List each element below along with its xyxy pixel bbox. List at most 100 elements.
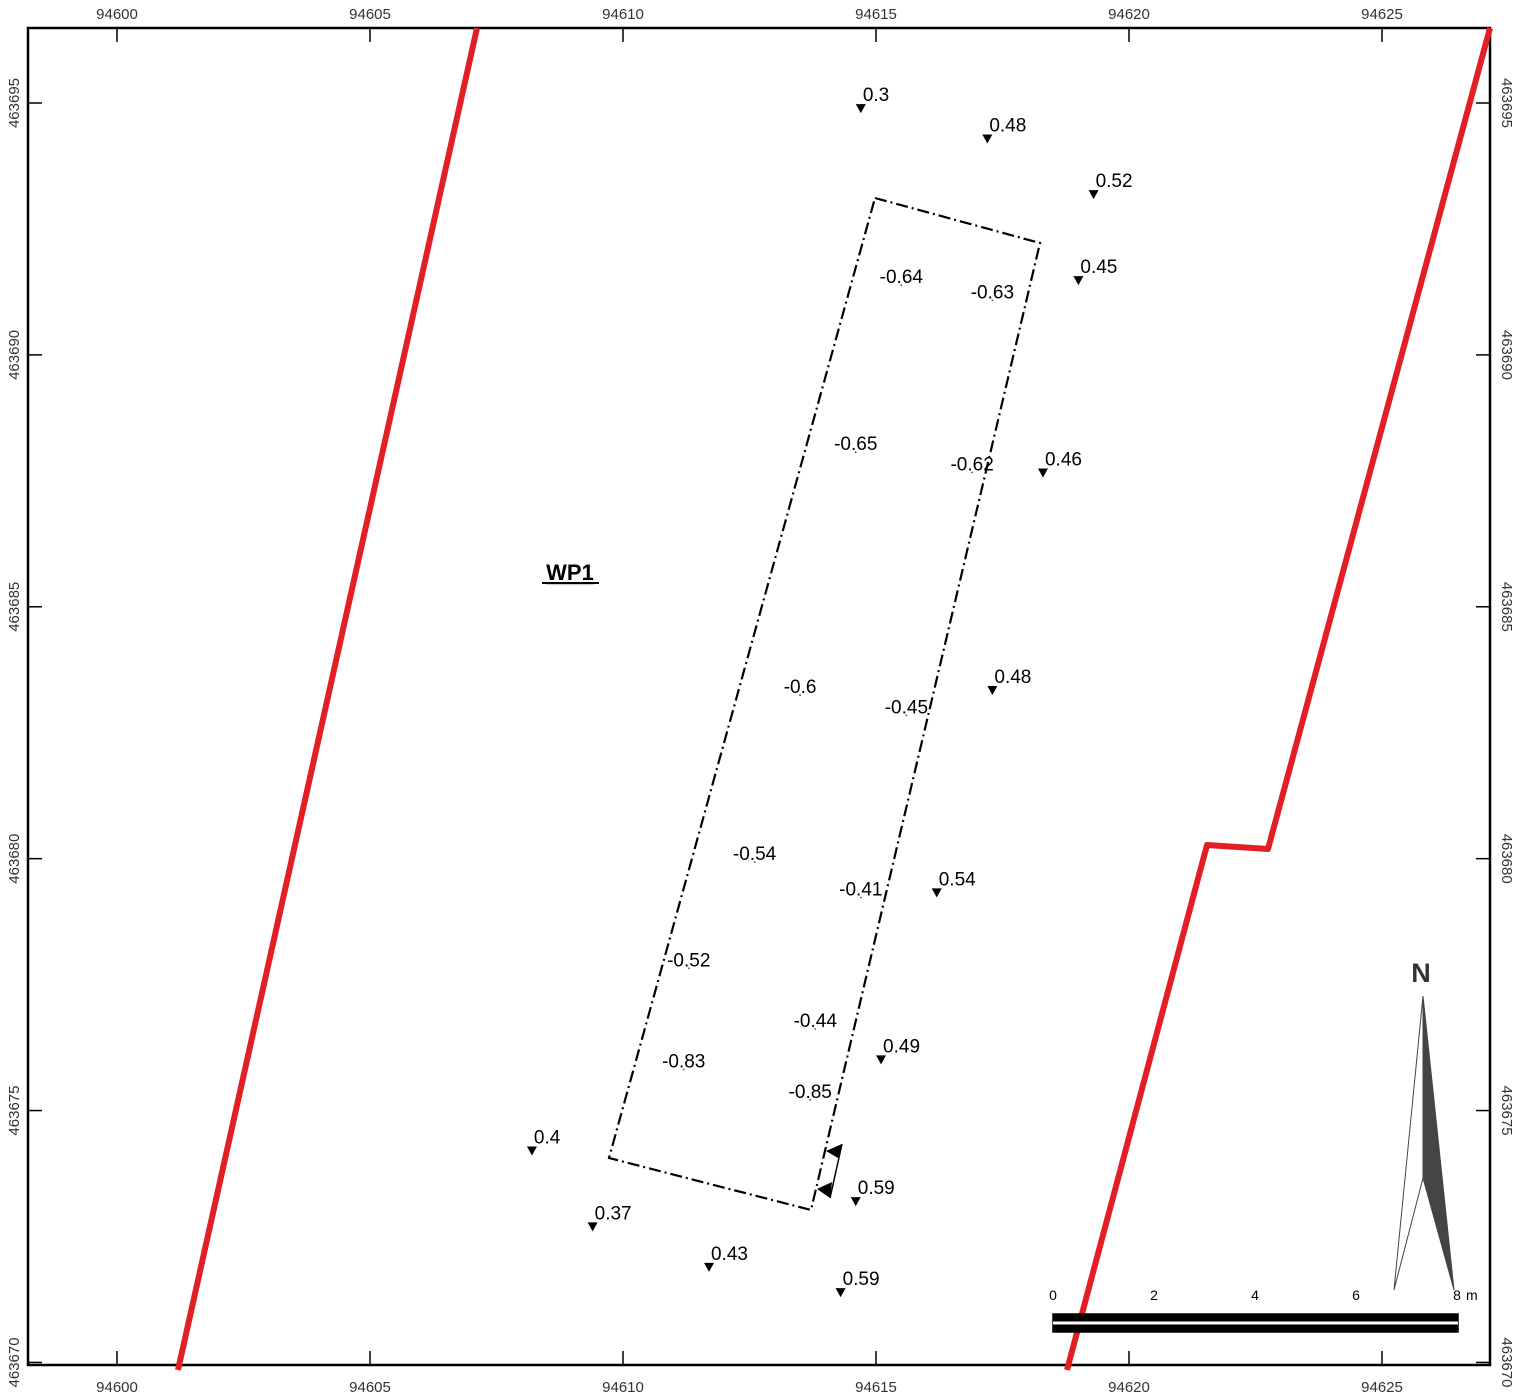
elevation-label: 0.59	[843, 1269, 880, 1290]
arrow-marker-icon	[817, 1182, 832, 1198]
north-label: N	[1411, 958, 1431, 988]
elevation-label: 0.59	[858, 1178, 895, 1199]
elevation-label: 0.4	[534, 1127, 561, 1148]
elevation-label: -0.64	[880, 267, 924, 288]
y-tick-label-right: 463690	[1498, 330, 1515, 380]
elevation-label: -0.45	[885, 697, 928, 718]
elevation-dot	[687, 967, 690, 970]
y-tick-label-right: 463670	[1498, 1337, 1515, 1387]
arrow-marker-icon	[826, 1144, 842, 1158]
north-arrow: N	[1393, 958, 1455, 1291]
coordinate-ticks: 94600 94600 94605 94605 94610 94610 94615 94615…	[6, 6, 1515, 1396]
y-tick-label-left: 463680	[6, 834, 23, 884]
elevation-marker-icon	[850, 1197, 861, 1207]
elevation-label: -0.6	[784, 677, 817, 698]
elevation-marker-icon	[1037, 468, 1048, 478]
scale-bar-segment	[1356, 1314, 1458, 1323]
elevation-label: 0.46	[1045, 449, 1082, 470]
elevation-label: -0.62	[950, 454, 993, 475]
elevation-dot	[809, 1098, 812, 1101]
y-tick-label-right: 463685	[1498, 582, 1515, 632]
elevation-label: -0.44	[794, 1011, 838, 1032]
elevation-label: 0.52	[1096, 171, 1133, 192]
scale-unit-label: m	[1466, 1287, 1478, 1303]
scale-bar-segment	[1356, 1323, 1458, 1332]
x-tick-label-top: 94615	[855, 6, 897, 23]
elevation-marker-icon	[1073, 276, 1084, 286]
parcel-boundary-left	[175, 27, 480, 1371]
parcel-boundary-right	[1064, 27, 1493, 1371]
x-tick-label-bottom: 94625	[1361, 1379, 1403, 1396]
scale-bar-segment	[1053, 1323, 1154, 1332]
survey-area-outline	[607, 196, 1042, 1212]
elevation-label: -0.65	[834, 434, 877, 455]
scale-bar-segment	[1154, 1323, 1255, 1332]
x-tick-label-top: 94600	[96, 6, 138, 23]
elevation-points-inside: -0.64 -0.63 -0.65 -0.62 -0.6 -0.45 -0.54 -0.41 -…	[662, 267, 1014, 1103]
elevation-label: 0.49	[883, 1036, 920, 1057]
elevation-marker-icon	[587, 1222, 598, 1232]
elevation-label: 0.43	[711, 1244, 748, 1265]
elevation-label: 0.37	[595, 1203, 632, 1224]
scale-label-0: 0	[1049, 1287, 1057, 1303]
elevation-marker-icon	[835, 1288, 846, 1298]
x-tick-label-top: 94610	[602, 6, 644, 23]
scale-bar-segment	[1154, 1314, 1255, 1323]
y-tick-label-right: 463680	[1498, 834, 1515, 884]
elevation-dot	[854, 451, 857, 454]
y-tick-label-left: 463685	[6, 582, 23, 632]
x-tick-label-top: 94625	[1361, 6, 1403, 23]
elevation-dot	[682, 1068, 685, 1071]
elevation-label: -0.54	[733, 844, 777, 865]
scale-bar-segment	[1053, 1314, 1154, 1323]
x-tick-label-bottom: 94610	[602, 1379, 644, 1396]
elevation-marker-icon	[1088, 190, 1099, 200]
scale-label-2: 2	[1150, 1287, 1158, 1303]
y-tick-label-right: 463675	[1498, 1086, 1515, 1136]
y-tick-label-left: 463675	[6, 1086, 23, 1136]
map-frame	[26, 26, 1492, 1367]
x-tick-label-bottom: 94605	[349, 1379, 391, 1396]
elevation-dot	[991, 299, 994, 302]
y-tick-label-left: 463670	[6, 1337, 23, 1387]
elevation-dot	[753, 861, 756, 863]
elevation-marker-icon	[982, 134, 993, 144]
elevation-points-outside: 0.3 0.48 0.52 0.45 0.46 0.48 0.54 0.49 0.59 0.4 0.…	[526, 85, 1133, 1298]
elevation-dot	[900, 284, 903, 287]
elevation-marker-icon	[704, 1262, 715, 1272]
scale-bar-segment	[1255, 1323, 1356, 1332]
elevation-dot	[814, 1028, 817, 1030]
arrow-markers	[817, 1143, 843, 1199]
north-arrow-dark-half-icon	[1422, 995, 1455, 1291]
elevation-marker-icon	[526, 1146, 537, 1156]
elevation-dot	[971, 471, 974, 474]
x-tick-label-top: 94620	[1108, 6, 1150, 23]
elevation-label: -0.83	[662, 1052, 705, 1073]
scale-bar: 0 2 4 6 8 m	[1049, 1287, 1478, 1333]
y-tick-label-left: 463695	[6, 78, 23, 128]
x-tick-label-bottom: 94615	[855, 1379, 897, 1396]
elevation-dot	[799, 694, 801, 696]
elevation-marker-icon	[855, 104, 866, 114]
area-label: WP1	[546, 560, 594, 585]
y-tick-label-right: 463695	[1498, 78, 1515, 128]
x-tick-label-bottom: 94620	[1108, 1379, 1150, 1396]
elevation-label: 0.48	[994, 667, 1031, 688]
x-tick-label-top: 94605	[349, 6, 391, 23]
elevation-label: 0.3	[863, 85, 889, 106]
elevation-label: 0.48	[989, 115, 1026, 136]
scale-label-8: 8	[1453, 1287, 1461, 1303]
elevation-label: -0.52	[667, 950, 710, 971]
y-tick-label-left: 463690	[6, 330, 23, 380]
x-tick-label-bottom: 94600	[96, 1379, 138, 1396]
elevation-label: -0.63	[971, 282, 1014, 303]
elevation-dot	[905, 714, 908, 717]
elevation-label: -0.85	[789, 1082, 832, 1103]
scale-bar-segment	[1255, 1314, 1356, 1323]
elevation-dot	[859, 896, 862, 899]
elevation-label: 0.45	[1080, 257, 1117, 278]
elevation-label: 0.54	[939, 869, 976, 890]
elevation-marker-icon	[931, 888, 942, 898]
